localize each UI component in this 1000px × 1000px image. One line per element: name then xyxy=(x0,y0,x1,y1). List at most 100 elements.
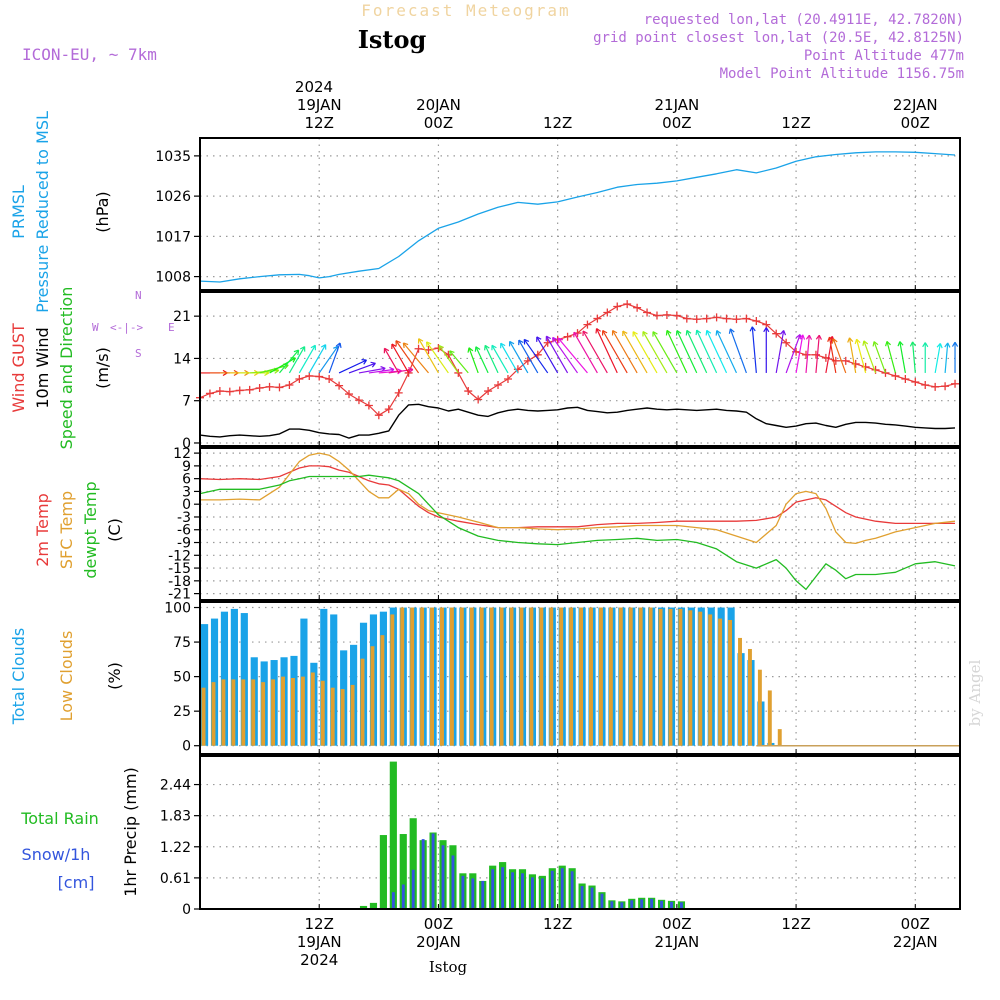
wind-arrow-head xyxy=(449,350,455,356)
bottom-date-label: 21JAN xyxy=(654,933,699,951)
snow-bar xyxy=(560,868,564,909)
y-tick-label: 9 xyxy=(182,459,191,475)
footer-location: Istog xyxy=(429,958,468,976)
gust-marker xyxy=(384,405,393,414)
wind-direction-arrow xyxy=(795,334,804,374)
wind-arrow-head xyxy=(402,342,409,349)
precip-legend-label: Total Rain xyxy=(20,809,99,828)
snow-bar xyxy=(610,901,614,909)
wind-arrow-head xyxy=(872,341,879,347)
dewpoint-line xyxy=(199,474,956,591)
low-cloud-bar xyxy=(440,607,444,746)
wind-direction-arrow xyxy=(886,341,897,374)
wind-direction-arrow xyxy=(642,331,668,374)
wind-label: 10m Wind xyxy=(33,327,52,408)
low-cloud-bar xyxy=(688,610,693,746)
gust-marker xyxy=(921,381,930,390)
gust-marker xyxy=(364,401,373,410)
wind-arrow-head xyxy=(484,344,490,351)
snow-bar xyxy=(391,892,395,909)
wind-arrow-head xyxy=(685,329,692,336)
gust-marker xyxy=(652,311,661,320)
wind-direction-arrow xyxy=(491,344,509,374)
wind-speed-line xyxy=(199,403,956,439)
y-tick-label: 1008 xyxy=(155,270,191,286)
wind-arrow-head xyxy=(426,341,432,347)
gust-marker xyxy=(762,320,771,329)
wind-arrow-head xyxy=(763,327,770,333)
gust-marker xyxy=(583,320,592,329)
wind-direction-arrow xyxy=(468,347,479,374)
rain-bar xyxy=(369,902,378,909)
low-cloud-bar xyxy=(618,607,623,746)
wind-arrow-head xyxy=(862,340,869,346)
low-cloud-bar xyxy=(589,607,593,746)
low-cloud-bar xyxy=(221,679,226,746)
gust-marker xyxy=(931,382,940,391)
top-date-label: 20JAN xyxy=(416,96,461,114)
wind-direction-arrow xyxy=(308,344,327,374)
wind-arrow-head xyxy=(320,344,327,350)
low-cloud-bar xyxy=(708,614,713,746)
wind-direction-arrow xyxy=(856,339,867,374)
precip-legend-label: Snow/1h xyxy=(22,845,91,864)
bottom-hour-label: 12Z xyxy=(543,915,572,933)
gust-marker xyxy=(494,381,503,390)
wind-direction-arrow xyxy=(523,339,549,374)
pressure-unit: (hPa) xyxy=(93,191,112,232)
gust-marker xyxy=(802,350,811,359)
wind-direction-arrow xyxy=(899,341,906,374)
gust-marker xyxy=(235,386,244,395)
location-title: Istog xyxy=(358,25,427,54)
y-tick-label: 1.83 xyxy=(160,809,191,825)
wind-arrow-head xyxy=(611,329,618,336)
bottom-date-label: 22JAN xyxy=(893,933,938,951)
low-cloud-bar xyxy=(747,648,752,746)
pressure-line xyxy=(199,151,956,283)
wind-direction-arrow xyxy=(775,330,785,374)
wind-panel: 0 7 14 21 xyxy=(173,291,961,452)
y-tick-label: 0 xyxy=(182,436,191,452)
wind-direction-arrow xyxy=(348,362,376,374)
y-tick-label: 0 xyxy=(182,497,191,513)
clouds-label: (%) xyxy=(105,662,124,690)
wind-arrow-head xyxy=(715,330,722,336)
wind-direction-arrow xyxy=(536,336,559,374)
wind-direction-arrow xyxy=(426,341,449,374)
snow-bar xyxy=(481,880,485,909)
bottom-hour-label: 00Z xyxy=(901,915,930,933)
wind-direction-arrow xyxy=(729,328,747,374)
gust-marker xyxy=(742,314,751,323)
compass-arrows: <-|-> xyxy=(110,321,143,334)
gust-marker xyxy=(325,374,334,383)
panel-frame xyxy=(199,447,961,601)
wind-direction-arrow xyxy=(706,330,728,374)
y-tick-label: 7 xyxy=(182,394,191,410)
y-tick-label: 100 xyxy=(164,601,191,617)
t2m-line xyxy=(199,465,955,529)
snow-bar xyxy=(570,871,574,909)
snow-bar xyxy=(451,855,455,909)
gust-marker xyxy=(354,396,363,405)
y-tick-label: 0 xyxy=(182,739,191,755)
low-cloud-bar xyxy=(648,607,653,746)
wind-arrow-head xyxy=(847,337,854,343)
low-cloud-bar xyxy=(400,607,405,746)
temp-label: dewpt Temp xyxy=(81,481,100,578)
rain-bar xyxy=(359,905,368,909)
wind-arrow-head xyxy=(361,359,367,365)
top-hour-label: 00Z xyxy=(424,114,453,132)
y-tick-label: 12 xyxy=(173,446,191,462)
gust-marker xyxy=(772,329,781,338)
wind-arrow-head xyxy=(951,341,959,347)
wind-arrow-head xyxy=(642,331,648,337)
low-cloud-bar xyxy=(539,607,544,746)
gust-marker xyxy=(285,381,294,390)
top-date-label: 19JAN xyxy=(297,96,342,114)
wind-direction-arrow xyxy=(848,337,857,374)
low-cloud-bar xyxy=(420,607,425,746)
low-cloud-bar xyxy=(718,618,723,746)
low-cloud-bar xyxy=(211,682,216,746)
compass-n: N xyxy=(135,289,142,302)
wind-compass-icon: N S W E <-|-> xyxy=(92,289,175,360)
